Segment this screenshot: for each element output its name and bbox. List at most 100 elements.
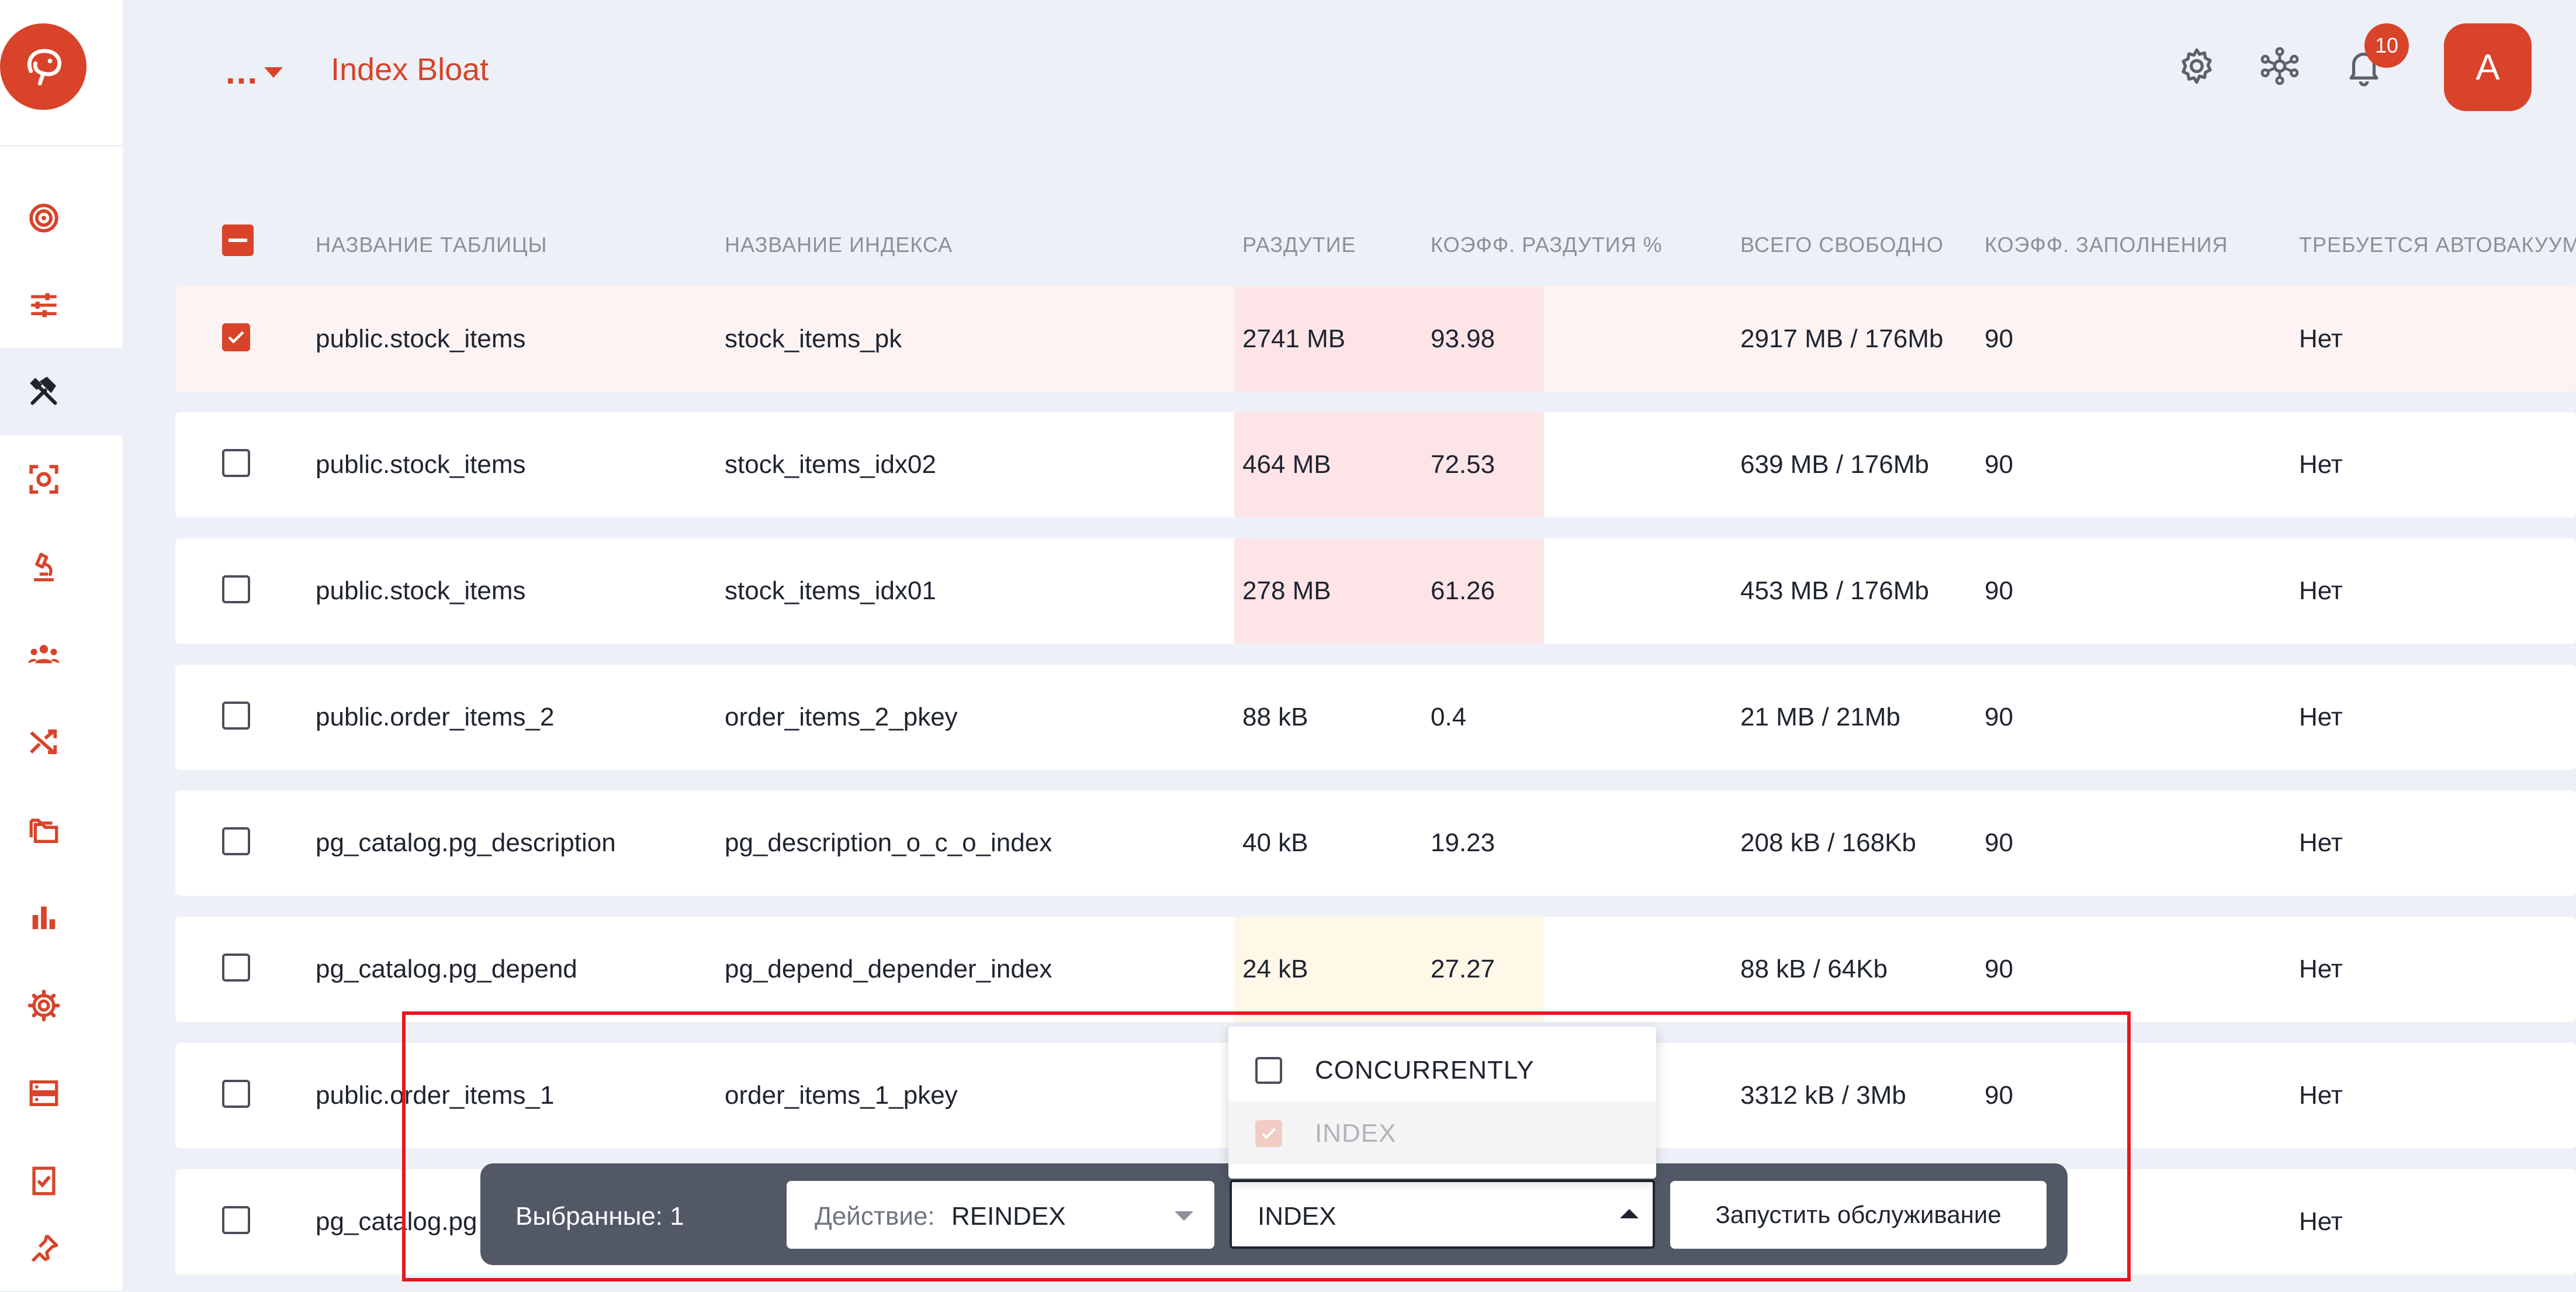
row-checkbox[interactable]: [222, 323, 250, 351]
table-row[interactable]: public.order_items_2 order_items_2_pkey 88…: [175, 665, 2576, 770]
tools-icon: [30, 376, 57, 405]
cell-table: public.stock_items: [316, 324, 526, 353]
cell-autovacuum: Нет: [2299, 828, 2343, 857]
sidebar-item-maintenance[interactable]: [0, 348, 123, 436]
table-row[interactable]: public.stock_items stock_items_pk 2741 MB 9…: [175, 286, 2576, 392]
column-header-index-name[interactable]: НАЗВАНИЕ ИНДЕКСА: [725, 233, 953, 257]
row-checkbox[interactable]: [222, 1080, 250, 1108]
gear-icon: [27, 989, 60, 1022]
option-checkbox[interactable]: [1255, 1057, 1282, 1084]
cell-table: public.order_items_1: [316, 1081, 555, 1110]
mode-select[interactable]: INDEX: [1230, 1180, 1655, 1249]
cell-autovacuum: Нет: [2299, 703, 2343, 731]
cell-autovacuum: Нет: [2299, 1081, 2343, 1110]
sidebar-active-indicator: [0, 324, 123, 459]
sidebar-item-servers[interactable]: [0, 1049, 123, 1137]
cell-bloat: 40 kB: [1242, 828, 1308, 857]
action-select-value: REINDEX: [951, 1202, 1066, 1231]
cell-bloat: 88 kB: [1242, 703, 1308, 731]
cluster-topology-button[interactable]: [2259, 46, 2300, 87]
chevron-down-icon: [1175, 1211, 1193, 1221]
sidebar-item-configuration[interactable]: [0, 962, 123, 1049]
users-icon: [28, 645, 60, 664]
cell-table: pg_catalog.pg: [316, 1207, 477, 1236]
dropdown-option-concurrently[interactable]: CONCURRENTLY: [1228, 1038, 1656, 1101]
cell-free: 453 MB / 176Mb: [1740, 576, 1929, 605]
cell-table: pg_catalog.pg_depend: [316, 955, 577, 983]
sidebar-item-analysis[interactable]: [0, 523, 123, 611]
cell-fill: 90: [1985, 324, 2013, 353]
column-header-fill-factor[interactable]: КОЭФФ. ЗАПОЛНЕНИЯ: [1985, 233, 2228, 257]
sidebar-item-scan[interactable]: [0, 436, 123, 523]
sidebar-pin-button[interactable]: [0, 1204, 123, 1292]
cell-index: pg_depend_depender_index: [725, 955, 1052, 983]
app-logo[interactable]: [0, 23, 86, 110]
table-row[interactable]: pg_catalog.pg_description pg_description_…: [175, 790, 2576, 896]
run-maintenance-button[interactable]: Запустить обслуживание: [1670, 1181, 2047, 1249]
cell-table: public.stock_items: [316, 450, 526, 479]
cell-bloat: 464 MB: [1242, 450, 1331, 479]
cell-ratio: 93.98: [1431, 324, 1495, 353]
select-all-checkbox[interactable]: [222, 224, 254, 256]
shuffle-icon: [30, 729, 57, 754]
sliders-icon: [31, 293, 57, 317]
row-checkbox[interactable]: [222, 449, 250, 477]
sidebar-item-tasks[interactable]: [0, 1137, 123, 1225]
chevron-up-icon: [1620, 1209, 1639, 1218]
sidebar-item-replication[interactable]: [0, 699, 123, 786]
cell-autovacuum: Нет: [2299, 1207, 2343, 1236]
row-checkbox[interactable]: [222, 575, 250, 603]
pin-icon: [31, 1234, 58, 1262]
table-row[interactable]: public.stock_items stock_items_idx01 278 M…: [175, 538, 2576, 644]
table-row[interactable]: pg_catalog.pg_depend pg_depend_depender_i…: [175, 917, 2576, 1022]
option-checkbox-disabled: [1255, 1120, 1282, 1147]
cell-fill: 90: [1985, 576, 2013, 605]
cell-table: public.order_items_2: [316, 703, 555, 731]
cell-fill: 90: [1985, 1081, 2013, 1110]
cell-index: order_items_2_pkey: [725, 703, 958, 731]
chevron-down-icon[interactable]: [264, 67, 283, 78]
checklist-icon: [32, 1166, 56, 1196]
column-header-autovacuum-required[interactable]: ТРЕБУЕТСЯ АВТОВАКУУМ: [2299, 233, 2576, 257]
cell-index: stock_items_idx01: [725, 576, 936, 605]
table-row[interactable]: public.order_items_1 order_items_1_pkey 33…: [175, 1043, 2576, 1148]
user-avatar[interactable]: A: [2444, 23, 2532, 111]
row-checkbox[interactable]: [222, 1206, 250, 1234]
cell-autovacuum: Нет: [2299, 324, 2343, 353]
column-header-bloat-ratio[interactable]: КОЭФФ. РАЗДУТИЯ %: [1431, 233, 1663, 257]
folders-icon: [29, 818, 58, 843]
sidebar-item-files[interactable]: [0, 786, 123, 874]
option-label: INDEX: [1315, 1119, 1397, 1148]
cell-index: stock_items_idx02: [725, 450, 936, 479]
cell-free: 639 MB / 176Mb: [1740, 450, 1929, 479]
cell-fill: 90: [1985, 955, 2013, 983]
cell-table: public.stock_items: [316, 576, 526, 605]
mode-select-value: INDEX: [1258, 1202, 1337, 1231]
notification-count-badge: 10: [2364, 23, 2409, 68]
sidebar-item-statistics[interactable]: [0, 874, 123, 962]
sidebar-divider: [0, 145, 123, 147]
server-icon: [29, 1080, 58, 1106]
cell-ratio: 0.4: [1431, 703, 1467, 731]
column-header-table-name[interactable]: НАЗВАНИЕ ТАБЛИЦЫ: [316, 233, 548, 257]
table-row[interactable]: public.stock_items stock_items_idx02 464 M…: [175, 412, 2576, 517]
column-header-total-free[interactable]: ВСЕГО СВОБОДНО: [1740, 233, 1944, 257]
row-checkbox[interactable]: [222, 954, 250, 982]
action-select[interactable]: Действие: REINDEX: [787, 1181, 1214, 1249]
cell-fill: 90: [1985, 703, 2013, 731]
breadcrumb-more-button[interactable]: ...: [226, 52, 259, 91]
column-header-bloat[interactable]: РАЗДУТИЕ: [1242, 233, 1356, 257]
sidebar-item-settings-sliders[interactable]: [0, 261, 123, 349]
cell-free: 208 kB / 168Kb: [1740, 828, 1916, 857]
cell-autovacuum: Нет: [2299, 450, 2343, 479]
bar-chart-icon: [32, 906, 56, 930]
cell-ratio: 61.26: [1431, 576, 1495, 605]
cell-free: 2917 MB / 176Mb: [1740, 324, 1944, 353]
row-checkbox[interactable]: [222, 827, 250, 855]
indeterminate-icon: [228, 239, 247, 242]
settings-button[interactable]: [2176, 46, 2217, 87]
sidebar-item-target[interactable]: [0, 174, 123, 262]
sidebar-item-users[interactable]: [0, 611, 123, 699]
cell-table: pg_catalog.pg_description: [316, 828, 616, 857]
row-checkbox[interactable]: [222, 702, 250, 730]
